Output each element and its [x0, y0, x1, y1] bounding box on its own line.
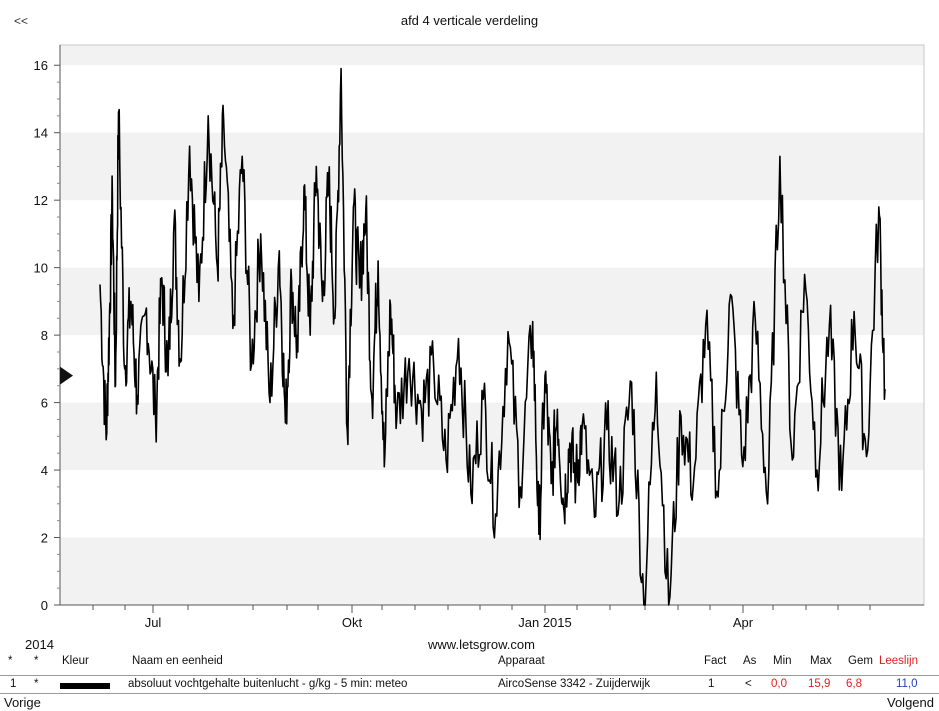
header-color: Kleur: [62, 655, 89, 667]
chart-axes: [59, 44, 925, 606]
grid-band: [60, 537, 924, 605]
y-tick-label: 10: [34, 261, 48, 276]
header-min: Min: [773, 655, 792, 667]
row-device: AircoSense 3342 - Zuijderwijk: [498, 678, 651, 690]
y-tick-label: 16: [34, 58, 48, 73]
header-star-1: *: [8, 655, 13, 667]
row-series-name: absoluut vochtgehalte buitenlucht - g/kg…: [128, 678, 408, 690]
line-chart: 0 2 4 6 8 10 12 14 16 Jul Okt Jan 2015 Apr: [34, 44, 925, 630]
header-star-2: *: [34, 655, 39, 667]
row-max: 15,9: [808, 678, 831, 690]
series-color-swatch[interactable]: [60, 680, 110, 692]
next-button[interactable]: Volgend: [887, 695, 934, 710]
read-marker-triangle: [60, 366, 73, 385]
x-tick-label: Jan 2015: [518, 615, 572, 630]
legend-row[interactable]: 1 * absoluut vochtgehalte buitenlucht - …: [0, 675, 939, 694]
header-factor: Fact: [704, 655, 727, 667]
row-read: 11,0: [896, 678, 918, 690]
y-tick-label: 12: [34, 193, 48, 208]
y-tick-label: 6: [41, 396, 48, 411]
header-read: Leeslijn: [879, 655, 918, 667]
legend-header-row: * * Kleur Naam en eenheid Apparaat Fact …: [0, 655, 939, 671]
back-nav-button[interactable]: <<: [14, 14, 29, 28]
grid-bands: [60, 45, 924, 605]
header-name: Naam en eenheid: [132, 655, 223, 667]
read-marker: [60, 366, 73, 385]
x-tick-label: Jul: [145, 615, 162, 630]
y-tick-label: 14: [34, 126, 48, 141]
row-axis: <: [745, 678, 752, 690]
chart-title: afd 4 verticale verdeling: [400, 13, 539, 28]
row-index: 1: [10, 678, 17, 690]
series-line: [99, 67, 886, 606]
y-tick-label: 0: [41, 598, 48, 613]
grid-band: [60, 45, 924, 66]
header-avg: Gem: [848, 655, 873, 667]
row-star[interactable]: *: [34, 678, 39, 690]
x-tick-label: Okt: [342, 615, 363, 630]
header-device: Apparaat: [498, 655, 545, 667]
y-tick-label: 4: [41, 463, 48, 478]
row-min: 0,0: [771, 678, 787, 690]
header-max: Max: [810, 655, 832, 667]
row-factor: 1: [708, 678, 715, 690]
y-tick-label: 8: [41, 328, 48, 343]
header-axis: As: [743, 655, 757, 667]
x-tick-label: Apr: [733, 615, 754, 630]
series-plot: [99, 67, 886, 606]
y-tick-label: 2: [41, 531, 48, 546]
y-axis-ticks: 0 2 4 6 8 10 12 14 16: [34, 58, 60, 613]
row-avg: 6,8: [846, 678, 862, 690]
site-url[interactable]: www.letsgrow.com: [428, 637, 535, 652]
x-axis-ticks: Jul Okt Jan 2015 Apr: [92, 605, 871, 630]
year-label: 2014: [25, 637, 54, 652]
grid-band: [60, 267, 924, 336]
previous-button[interactable]: Vorige: [4, 695, 41, 710]
